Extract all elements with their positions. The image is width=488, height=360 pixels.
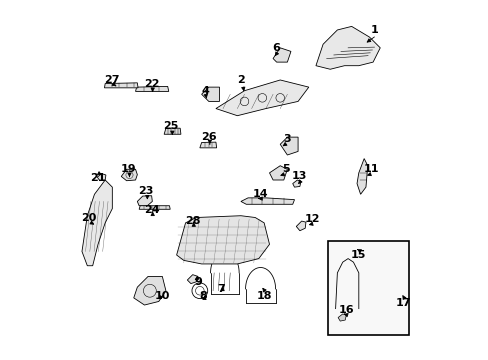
Polygon shape — [137, 196, 152, 206]
Text: 1: 1 — [370, 25, 378, 35]
Text: 15: 15 — [350, 250, 366, 260]
Text: 11: 11 — [363, 164, 378, 174]
Polygon shape — [201, 87, 219, 102]
Text: 4: 4 — [201, 86, 209, 96]
Polygon shape — [134, 276, 165, 305]
Polygon shape — [82, 180, 112, 266]
Polygon shape — [135, 86, 168, 91]
Text: 14: 14 — [252, 189, 268, 199]
Text: 12: 12 — [304, 214, 320, 224]
Bar — [328, 241, 408, 336]
Text: 28: 28 — [184, 216, 200, 226]
Text: 13: 13 — [292, 171, 307, 181]
Text: 7: 7 — [217, 284, 224, 294]
Text: 17: 17 — [395, 298, 410, 308]
Polygon shape — [139, 206, 170, 209]
Text: 16: 16 — [338, 305, 353, 315]
Text: 21: 21 — [90, 173, 105, 183]
Polygon shape — [216, 80, 308, 116]
Text: 6: 6 — [272, 43, 280, 53]
Polygon shape — [296, 221, 305, 231]
Polygon shape — [280, 137, 298, 155]
Polygon shape — [315, 26, 380, 69]
Polygon shape — [104, 83, 138, 88]
Text: 9: 9 — [194, 277, 202, 287]
Text: 27: 27 — [104, 75, 120, 85]
Polygon shape — [292, 180, 300, 187]
Text: 5: 5 — [281, 164, 289, 174]
Text: 23: 23 — [138, 186, 154, 196]
Polygon shape — [200, 142, 216, 148]
Polygon shape — [164, 128, 181, 134]
Text: 3: 3 — [283, 134, 290, 144]
Polygon shape — [272, 48, 290, 62]
Text: 10: 10 — [154, 291, 170, 301]
Text: 26: 26 — [201, 132, 216, 142]
Polygon shape — [337, 314, 346, 321]
Text: 8: 8 — [199, 291, 207, 301]
Polygon shape — [397, 287, 401, 301]
Polygon shape — [187, 275, 198, 284]
Text: 20: 20 — [81, 212, 97, 222]
Polygon shape — [121, 169, 137, 181]
Text: 18: 18 — [256, 291, 271, 301]
Polygon shape — [241, 198, 294, 204]
Polygon shape — [97, 174, 106, 181]
Polygon shape — [269, 166, 287, 180]
Text: 24: 24 — [143, 205, 159, 215]
Text: 22: 22 — [143, 78, 159, 89]
Text: 25: 25 — [163, 121, 179, 131]
Polygon shape — [176, 216, 269, 264]
Text: 19: 19 — [121, 164, 136, 174]
Text: 2: 2 — [237, 75, 244, 85]
Polygon shape — [356, 158, 367, 194]
